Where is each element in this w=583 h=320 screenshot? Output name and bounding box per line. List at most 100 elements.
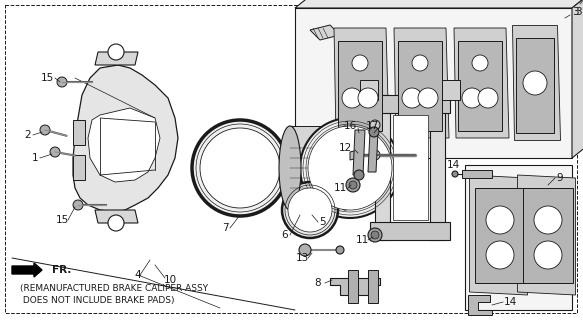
Text: FR.: FR.: [52, 265, 71, 275]
Polygon shape: [368, 270, 378, 303]
Text: 6: 6: [282, 230, 289, 240]
Polygon shape: [398, 41, 442, 131]
Circle shape: [50, 147, 60, 157]
Circle shape: [534, 206, 562, 234]
Text: 1: 1: [31, 153, 38, 163]
Text: 9: 9: [557, 173, 563, 183]
Polygon shape: [393, 115, 428, 220]
Circle shape: [486, 206, 514, 234]
Polygon shape: [368, 132, 378, 172]
Circle shape: [73, 200, 83, 210]
Circle shape: [308, 126, 392, 210]
Circle shape: [358, 88, 378, 108]
Polygon shape: [73, 155, 85, 180]
Circle shape: [452, 171, 458, 177]
Polygon shape: [295, 0, 583, 8]
Circle shape: [57, 77, 67, 87]
Text: 3: 3: [575, 7, 582, 17]
Circle shape: [523, 71, 547, 95]
Circle shape: [342, 88, 362, 108]
Text: 16: 16: [343, 121, 357, 131]
Circle shape: [192, 120, 288, 216]
Text: 15: 15: [55, 215, 69, 225]
Circle shape: [402, 88, 422, 108]
Polygon shape: [442, 80, 460, 100]
Text: 17: 17: [366, 121, 378, 131]
Circle shape: [478, 88, 498, 108]
Circle shape: [288, 188, 332, 232]
Polygon shape: [458, 41, 502, 131]
Circle shape: [369, 127, 379, 137]
Text: 13: 13: [296, 253, 308, 263]
Bar: [462, 170, 492, 178]
Polygon shape: [73, 120, 85, 145]
Polygon shape: [518, 175, 575, 295]
Circle shape: [200, 128, 280, 208]
Polygon shape: [572, 0, 583, 158]
Circle shape: [486, 241, 514, 269]
Text: 11: 11: [333, 183, 347, 193]
Circle shape: [418, 88, 438, 108]
Text: 11: 11: [356, 235, 368, 245]
Polygon shape: [350, 150, 358, 160]
Polygon shape: [360, 80, 378, 100]
Ellipse shape: [370, 120, 380, 130]
Text: 14: 14: [447, 160, 459, 170]
Ellipse shape: [279, 126, 301, 210]
Circle shape: [371, 231, 379, 239]
Polygon shape: [454, 28, 509, 138]
Polygon shape: [430, 95, 445, 240]
Polygon shape: [348, 270, 358, 303]
Text: 5: 5: [319, 217, 326, 227]
Text: 8: 8: [315, 278, 321, 288]
Circle shape: [300, 118, 400, 218]
Polygon shape: [394, 28, 449, 138]
Polygon shape: [523, 188, 573, 283]
Polygon shape: [95, 52, 138, 65]
Text: 7: 7: [222, 223, 229, 233]
Circle shape: [108, 44, 124, 60]
Circle shape: [354, 170, 364, 180]
Polygon shape: [468, 295, 492, 315]
Circle shape: [472, 55, 488, 71]
Text: 14: 14: [503, 297, 517, 307]
Circle shape: [108, 215, 124, 231]
Circle shape: [349, 181, 357, 189]
Polygon shape: [370, 222, 450, 240]
Text: 2: 2: [24, 130, 31, 140]
Circle shape: [282, 182, 338, 238]
Polygon shape: [88, 108, 160, 182]
Circle shape: [40, 125, 50, 135]
Polygon shape: [516, 38, 554, 133]
Text: 10: 10: [163, 275, 177, 285]
Polygon shape: [290, 126, 345, 210]
Polygon shape: [475, 188, 525, 283]
Ellipse shape: [370, 150, 380, 160]
Circle shape: [462, 88, 482, 108]
Polygon shape: [95, 210, 138, 223]
Text: 3: 3: [572, 7, 578, 17]
Polygon shape: [295, 8, 572, 158]
Circle shape: [299, 244, 311, 256]
Polygon shape: [330, 278, 380, 295]
Polygon shape: [310, 25, 340, 40]
Polygon shape: [469, 175, 528, 295]
Circle shape: [412, 55, 428, 71]
Circle shape: [346, 178, 360, 192]
Polygon shape: [338, 41, 382, 131]
Polygon shape: [353, 130, 365, 175]
Polygon shape: [370, 95, 450, 113]
Text: (REMANUFACTURED BRAKE CALIPER ASSY: (REMANUFACTURED BRAKE CALIPER ASSY: [20, 284, 208, 292]
Circle shape: [368, 228, 382, 242]
Circle shape: [534, 241, 562, 269]
Circle shape: [336, 246, 344, 254]
Polygon shape: [512, 26, 560, 140]
FancyArrow shape: [12, 263, 42, 277]
Polygon shape: [334, 28, 389, 138]
Polygon shape: [375, 95, 390, 240]
Circle shape: [352, 55, 368, 71]
Polygon shape: [73, 65, 178, 212]
Polygon shape: [465, 165, 572, 310]
Text: 4: 4: [135, 270, 141, 280]
Text: 15: 15: [40, 73, 54, 83]
